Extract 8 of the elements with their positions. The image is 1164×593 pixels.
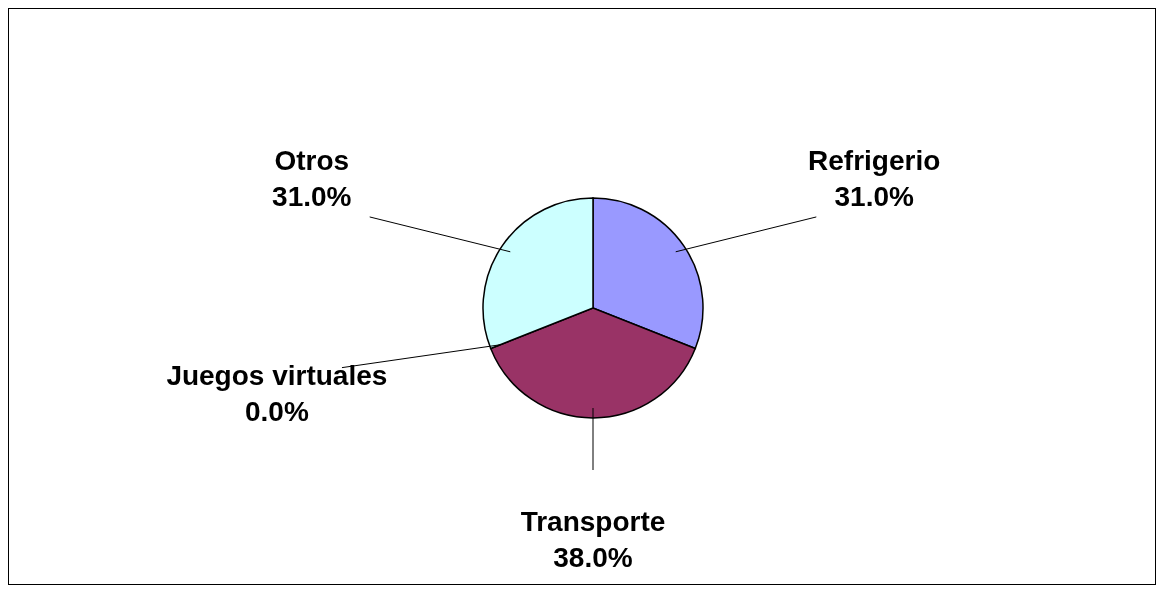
data-label: 38.0% [553, 542, 633, 574]
text: 0.0% [244, 396, 309, 428]
slice-label: Refrigerio [808, 145, 941, 177]
data-label: 31.0% [834, 181, 914, 213]
slice-label: Transporte [520, 506, 666, 538]
category-label: Juegos virtuales [166, 360, 388, 392]
slice-label: Otros [274, 145, 350, 177]
data-label: 31.0% [272, 181, 352, 213]
